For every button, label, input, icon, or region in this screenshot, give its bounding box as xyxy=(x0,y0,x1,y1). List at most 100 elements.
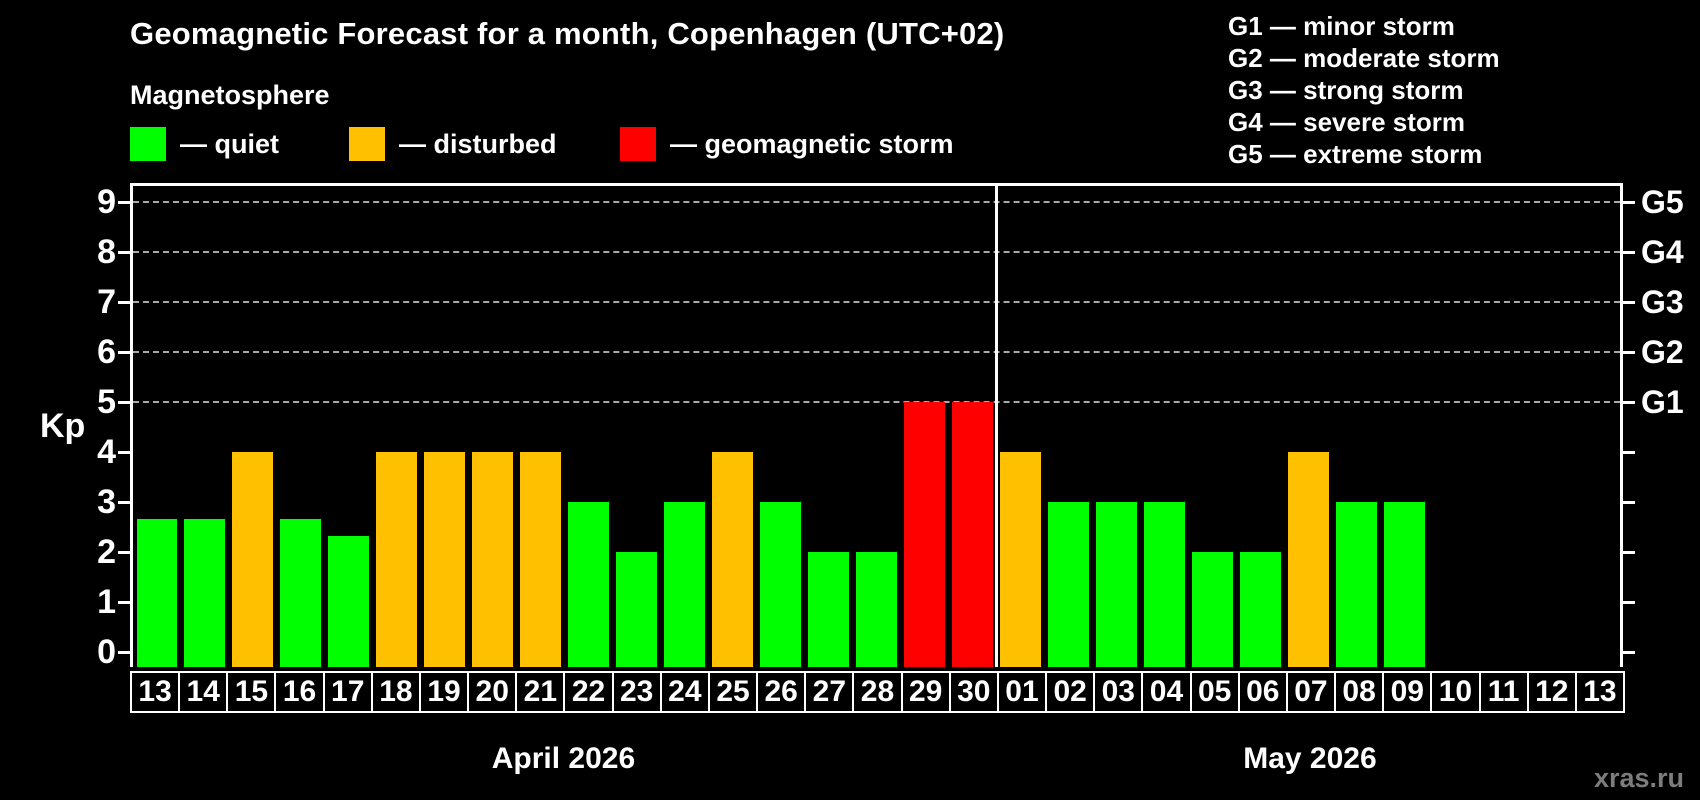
month-label-0: April 2026 xyxy=(491,742,636,775)
kp-bar-day-30 xyxy=(951,402,993,667)
kp-bar-day-16 xyxy=(280,518,322,667)
storm-scale-legend: G1 — minor storm G2 — moderate storm G3 … xyxy=(1228,10,1500,170)
storm-scale-g3: G3 — strong storm xyxy=(1228,75,1464,105)
disturbed-color-swatch xyxy=(349,127,385,161)
day-cell-13: 13 xyxy=(130,671,181,713)
day-cell-10: 10 xyxy=(1430,671,1481,713)
day-cell-11: 11 xyxy=(1478,671,1529,713)
y-tick-left-4 xyxy=(118,450,130,454)
y-tick-left-9 xyxy=(118,200,130,204)
right-axis-label-G1: G1 xyxy=(1641,384,1684,420)
y-tick-right-5 xyxy=(1623,400,1635,404)
y-axis-label-3: 3 xyxy=(97,483,116,521)
kp-bar-day-01 xyxy=(999,452,1041,667)
kp-bar-day-21 xyxy=(520,452,562,667)
legend-item-storm: — geomagnetic storm xyxy=(620,126,954,162)
day-cell-17: 17 xyxy=(322,671,373,713)
kp-bar-day-14 xyxy=(184,518,226,667)
day-cell-09: 09 xyxy=(1382,671,1433,713)
storm-scale-g1: G1 — minor storm xyxy=(1228,11,1455,41)
kp-bar-day-04 xyxy=(1143,502,1185,667)
day-cell-25: 25 xyxy=(707,671,759,713)
plot-area xyxy=(130,183,1623,667)
day-cell-20: 20 xyxy=(467,671,518,713)
y-axis-label-4: 4 xyxy=(97,433,116,471)
kp-bar-day-29 xyxy=(903,402,945,667)
gridline-kp7 xyxy=(133,301,1620,303)
gridline-kp5 xyxy=(133,401,1620,403)
y-tick-right-4 xyxy=(1623,450,1635,454)
storm-scale-g5: G5 — extreme storm xyxy=(1228,139,1483,169)
right-axis-label-G2: G2 xyxy=(1641,334,1684,370)
day-label-row: 13 14 15 16 17 18 19 20 21 22 23 24 25 26 27 28 29 30 01 02… xyxy=(130,671,1625,713)
day-cell-28: 28 xyxy=(852,671,903,713)
legend-item-disturbed: — disturbed xyxy=(349,126,557,162)
day-cell-01: 01 xyxy=(996,671,1048,713)
legend-label: — quiet xyxy=(180,128,279,159)
kp-bar-day-03 xyxy=(1095,502,1137,667)
right-axis-label-G4: G4 xyxy=(1641,234,1684,270)
gridline-kp9 xyxy=(133,201,1620,203)
day-cell-22: 22 xyxy=(563,671,614,713)
y-axis-label-5: 5 xyxy=(97,383,116,421)
legend-label: — geomagnetic storm xyxy=(670,128,954,159)
kp-bar-day-06 xyxy=(1239,552,1281,667)
kp-bar-day-23 xyxy=(616,552,658,667)
day-cell-23: 23 xyxy=(611,671,662,713)
storm-color-swatch xyxy=(620,127,656,161)
month-label-1: May 2026 xyxy=(1243,742,1377,775)
y-axis-label-7: 7 xyxy=(97,283,116,321)
day-cell-24: 24 xyxy=(659,671,710,713)
kp-bar-day-17 xyxy=(328,535,370,667)
kp-bar-day-15 xyxy=(232,452,274,667)
kp-bar-day-22 xyxy=(568,502,610,667)
y-axis-label-6: 6 xyxy=(97,333,116,371)
kp-bar-day-28 xyxy=(856,552,897,667)
kp-bar-day-13 xyxy=(136,518,178,667)
y-tick-left-6 xyxy=(118,350,130,354)
y-tick-left-7 xyxy=(118,300,130,304)
legend-label: — disturbed xyxy=(399,128,557,159)
magnetosphere-label: Magnetosphere xyxy=(130,80,330,110)
day-cell-07: 07 xyxy=(1285,671,1337,713)
day-cell-21: 21 xyxy=(515,671,566,713)
legend-item-quiet: — quiet xyxy=(130,126,279,162)
day-cell-15: 15 xyxy=(226,671,277,713)
day-cell-05: 05 xyxy=(1189,671,1240,713)
day-cell-08: 08 xyxy=(1334,671,1385,713)
y-tick-left-3 xyxy=(118,500,130,504)
y-tick-right-8 xyxy=(1623,250,1635,254)
chart-title: Geomagnetic Forecast for a month, Copenh… xyxy=(130,16,1005,51)
day-cell-03: 03 xyxy=(1093,671,1144,713)
y-tick-right-6 xyxy=(1623,350,1635,354)
y-axis-title: Kp xyxy=(40,407,86,445)
kp-bar-day-24 xyxy=(664,502,706,667)
day-cell-29: 29 xyxy=(900,671,951,713)
kp-bar-day-09 xyxy=(1383,502,1425,667)
y-axis-label-1: 1 xyxy=(97,583,116,621)
y-tick-right-0 xyxy=(1623,650,1635,654)
kp-bar-day-20 xyxy=(472,452,514,667)
kp-bar-day-25 xyxy=(712,452,754,667)
y-tick-right-7 xyxy=(1623,300,1635,304)
month-separator-line xyxy=(994,186,998,667)
kp-bar-day-19 xyxy=(424,452,466,667)
day-cell-13: 13 xyxy=(1574,671,1625,713)
y-tick-right-2 xyxy=(1623,550,1635,554)
kp-bar-day-05 xyxy=(1191,552,1233,667)
y-tick-right-3 xyxy=(1623,500,1635,504)
kp-bar-day-18 xyxy=(376,452,418,667)
quiet-color-swatch xyxy=(130,127,166,161)
kp-bar-day-27 xyxy=(808,552,849,667)
day-cell-04: 04 xyxy=(1141,671,1192,713)
gridline-kp8 xyxy=(133,251,1620,253)
kp-bar-day-07 xyxy=(1287,452,1329,667)
y-tick-left-2 xyxy=(118,550,130,554)
day-cell-27: 27 xyxy=(804,671,855,713)
y-axis-label-8: 8 xyxy=(97,233,116,271)
y-tick-right-9 xyxy=(1623,200,1635,204)
day-cell-26: 26 xyxy=(756,671,807,713)
day-cell-12: 12 xyxy=(1526,671,1577,713)
day-cell-14: 14 xyxy=(178,671,229,713)
